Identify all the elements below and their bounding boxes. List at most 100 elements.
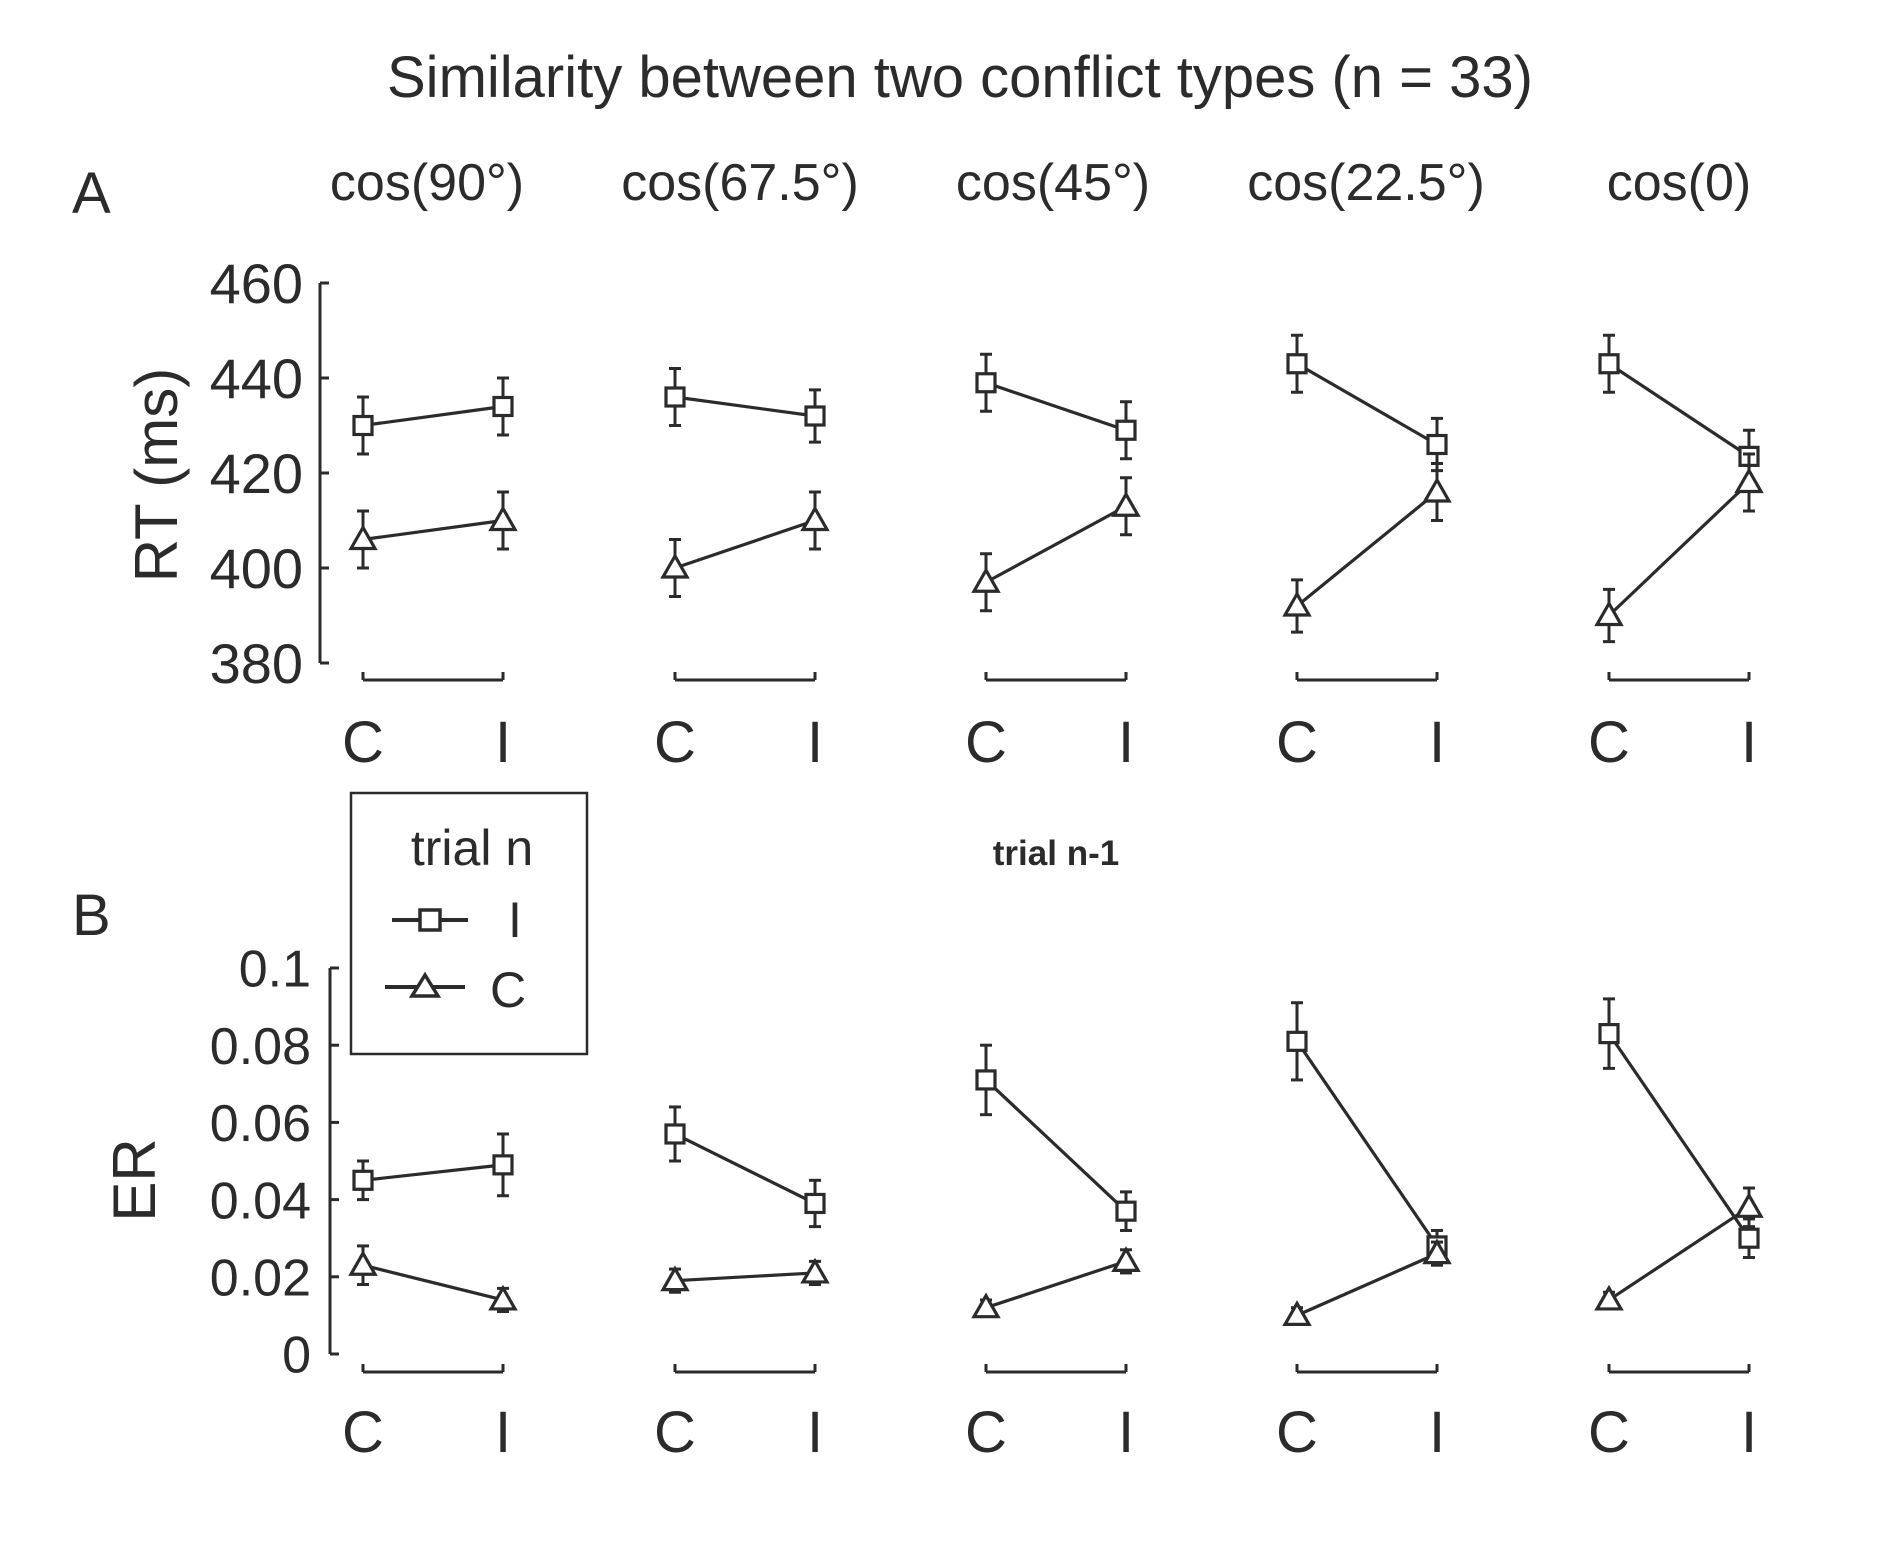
data-point-triangle — [1594, 600, 1624, 627]
data-point-triangle — [1734, 1192, 1764, 1218]
figure-title: Similarity between two conflict types (n… — [387, 45, 1533, 110]
y-tick-label: 440 — [210, 347, 303, 410]
legend-entry-c: C — [490, 962, 526, 1018]
data-point-square — [1115, 419, 1137, 441]
series-line-i — [362, 1163, 504, 1182]
x-tick-label: I — [495, 1400, 511, 1465]
series-line-c — [362, 518, 504, 542]
data-point-square — [352, 414, 374, 437]
series-line-i — [984, 1078, 1128, 1213]
x-tick-label: C — [965, 1400, 1007, 1465]
y-tick-label: 0.08 — [210, 1018, 311, 1076]
legend-box — [349, 791, 589, 1056]
column-title-1: cos(90°) — [330, 154, 524, 212]
y-tick-label: 380 — [210, 632, 303, 695]
x-tick-label: C — [1276, 710, 1318, 775]
data-point-triangle — [971, 567, 1001, 593]
series-line-c — [985, 1259, 1127, 1310]
x-tick-label: C — [342, 1400, 384, 1465]
series-line-c — [1608, 1205, 1750, 1302]
x-axis-common-label: trial n-1 — [993, 834, 1119, 873]
x-tick-label: I — [807, 1400, 823, 1465]
data-point-triangle — [800, 505, 830, 532]
panel-label-b: B — [72, 883, 111, 948]
x-tick-label: I — [1741, 1400, 1757, 1465]
data-point-square — [1598, 353, 1620, 375]
x-tick-label: I — [495, 710, 511, 775]
data-point-triangle — [800, 1257, 830, 1284]
data-point-square — [975, 372, 997, 394]
series-line-i — [1608, 362, 1750, 458]
y-tick-label: 0 — [282, 1327, 311, 1385]
y-tick-label: 460 — [210, 252, 303, 315]
data-point-square — [492, 1154, 514, 1176]
data-point-triangle — [660, 1265, 690, 1292]
series-line-c — [362, 1263, 504, 1302]
x-tick-label: C — [1588, 1400, 1630, 1465]
series-line-i — [674, 1132, 816, 1205]
series-line-c — [1296, 1252, 1438, 1317]
data-point-triangle — [1111, 1246, 1141, 1272]
x-tick-label: C — [1276, 1400, 1318, 1465]
data-point-square — [1426, 433, 1448, 456]
column-title-5: cos(0) — [1607, 154, 1751, 212]
legend: trial n I C — [349, 791, 589, 1056]
series-line-i — [362, 404, 504, 428]
series-line-i — [1607, 1032, 1751, 1240]
column-title-3: cos(45°) — [956, 154, 1150, 212]
legend-entry-i: I — [508, 892, 522, 948]
series-line-c — [985, 504, 1127, 584]
data-point-triangle — [660, 552, 690, 579]
data-point-triangle — [1111, 491, 1141, 517]
column-title-4: cos(22.5°) — [1247, 154, 1485, 212]
data-point-square — [492, 395, 514, 418]
data-point-triangle — [1422, 476, 1452, 503]
x-tick-label: I — [1741, 710, 1757, 775]
legend-triangle-marker — [408, 971, 442, 998]
legend-title: trial n — [411, 820, 533, 876]
data-point-square — [664, 386, 686, 408]
x-tick-label: C — [965, 710, 1007, 775]
data-point-square — [804, 1192, 826, 1215]
y-tick-label: 420 — [210, 442, 303, 505]
data-point-triangle — [1594, 1284, 1624, 1311]
series-line-i — [985, 381, 1127, 432]
x-tick-label: C — [654, 710, 696, 775]
series-line-c — [674, 518, 816, 570]
x-tick-label: C — [342, 710, 384, 775]
legend-square-marker — [418, 908, 442, 932]
data-point-triangle — [1422, 1238, 1452, 1265]
x-tick-label: C — [1588, 710, 1630, 775]
x-tick-label: C — [654, 1400, 696, 1465]
data-point-square — [1738, 1227, 1760, 1249]
data-point-square — [1115, 1200, 1137, 1222]
y-tick-label: 400 — [210, 537, 303, 600]
data-point-square — [352, 1169, 374, 1191]
data-point-triangle — [1734, 467, 1764, 494]
x-tick-label: I — [1118, 1400, 1134, 1465]
data-point-square — [1286, 1030, 1308, 1052]
series-line-c — [1607, 481, 1751, 617]
data-point-triangle — [488, 1284, 518, 1311]
y-axis-label-rt: RT (ms) — [123, 368, 190, 582]
data-point-triangle — [488, 505, 518, 532]
column-title-2: cos(67.5°) — [621, 154, 859, 212]
data-point-triangle — [971, 1292, 1001, 1319]
data-point-square — [804, 405, 826, 427]
x-tick-label: I — [1118, 710, 1134, 775]
data-point-square — [664, 1123, 686, 1145]
data-point-square — [1598, 1023, 1620, 1045]
y-tick-label: 0.02 — [210, 1250, 311, 1308]
x-tick-label: I — [1429, 1400, 1445, 1465]
